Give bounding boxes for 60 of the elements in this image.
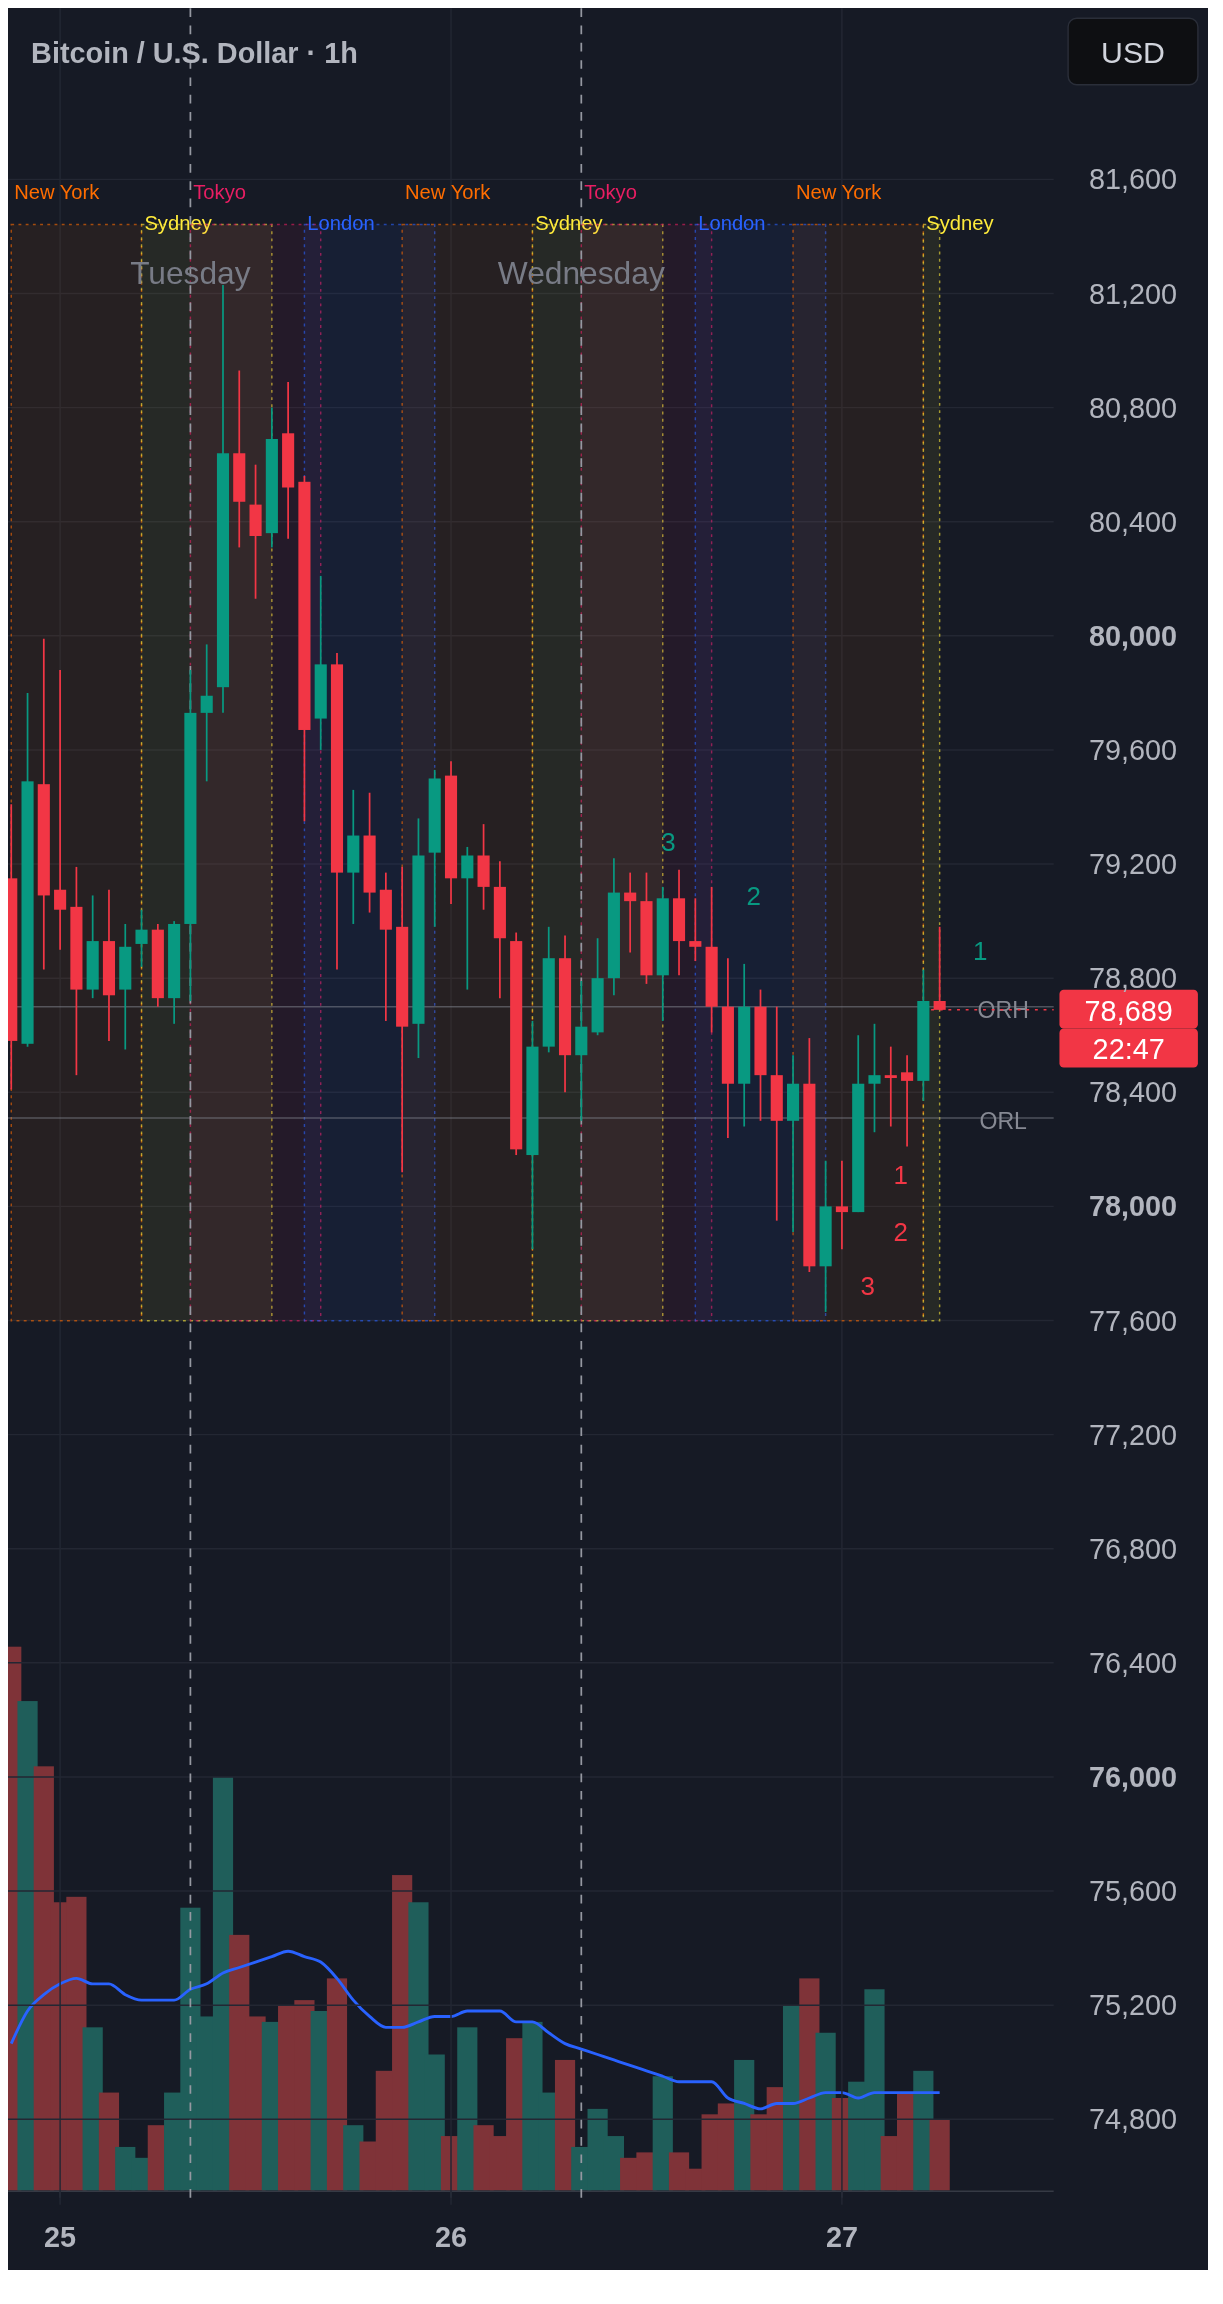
annotation: 3 <box>860 1270 875 1301</box>
x-tick-label: 26 <box>434 2220 468 2253</box>
candlestick <box>54 669 67 951</box>
y-tick-label: 75,600 <box>1088 1875 1178 1908</box>
bar <box>652 2076 673 2191</box>
bar <box>929 2119 950 2191</box>
bar <box>554 2059 576 2191</box>
band-label: New York <box>405 180 492 203</box>
candlestick <box>135 908 148 968</box>
candlestick <box>461 846 474 991</box>
band-label: New York <box>14 180 101 203</box>
y-tick-label: 80,000 <box>1088 619 1178 652</box>
band-label: Tokyo <box>584 180 637 203</box>
y-tick-label: 79,600 <box>1088 734 1178 767</box>
ref-line-label: Tuesday <box>130 254 251 291</box>
text: 22:47 <box>1092 1032 1165 1065</box>
band-label: London <box>698 212 766 235</box>
annotation: 2 <box>746 881 761 912</box>
y-tick-label: 80,400 <box>1088 505 1178 538</box>
band-label: Sydney <box>535 212 604 235</box>
band-label: Sydney <box>926 212 995 235</box>
ref-line-label: 78,689 <box>1084 995 1173 1028</box>
y-tick-label: 78,800 <box>1088 962 1178 995</box>
y-tick-label: 78,000 <box>1088 1190 1178 1223</box>
y-tick-label: 75,200 <box>1088 1989 1178 2022</box>
annotation: 1 <box>893 1159 909 1190</box>
y-tick-label: 80,800 <box>1088 391 1178 424</box>
annotation: 2 <box>893 1217 909 1248</box>
x-tick-label: 25 <box>44 2220 77 2253</box>
candlestick <box>624 871 637 954</box>
band-label: London <box>307 212 375 235</box>
y-tick-label: 77,600 <box>1088 1304 1178 1337</box>
text: Bitcoin / U.S. Dollar · 1h <box>31 37 358 70</box>
bar <box>457 2027 478 2191</box>
candlestick <box>901 1054 914 1148</box>
candlestick <box>884 1045 897 1128</box>
x-tick-label: 27 <box>825 2220 858 2253</box>
ref-line-label: ORL <box>979 1108 1028 1135</box>
candlestick <box>835 1159 848 1251</box>
ref-line-label: Wednesday <box>497 254 665 291</box>
candlestick <box>200 643 213 783</box>
annotation: 1 <box>972 936 988 967</box>
ref-line-label: ORH <box>977 997 1029 1024</box>
candlestick <box>868 1022 881 1134</box>
text: USD <box>1101 36 1165 70</box>
y-tick-label: 74,800 <box>1088 2103 1178 2136</box>
y-tick-label: 76,400 <box>1088 1646 1178 1679</box>
y-tick-label: 77,200 <box>1088 1418 1178 1451</box>
candlestick <box>689 897 702 962</box>
band-label: Tokyo <box>193 180 247 203</box>
y-tick-label: 81,200 <box>1088 277 1178 310</box>
y-tick-label: 76,000 <box>1088 1761 1178 1794</box>
annotation: 3 <box>661 826 676 857</box>
band-label: New York <box>795 180 883 203</box>
y-tick-label: 81,600 <box>1088 163 1178 196</box>
band-label: Sydney <box>144 212 213 235</box>
bar <box>326 1978 348 2191</box>
y-tick-label: 78,400 <box>1088 1076 1178 1109</box>
y-tick-label: 76,800 <box>1088 1532 1178 1565</box>
y-tick-label: 79,200 <box>1088 848 1178 881</box>
